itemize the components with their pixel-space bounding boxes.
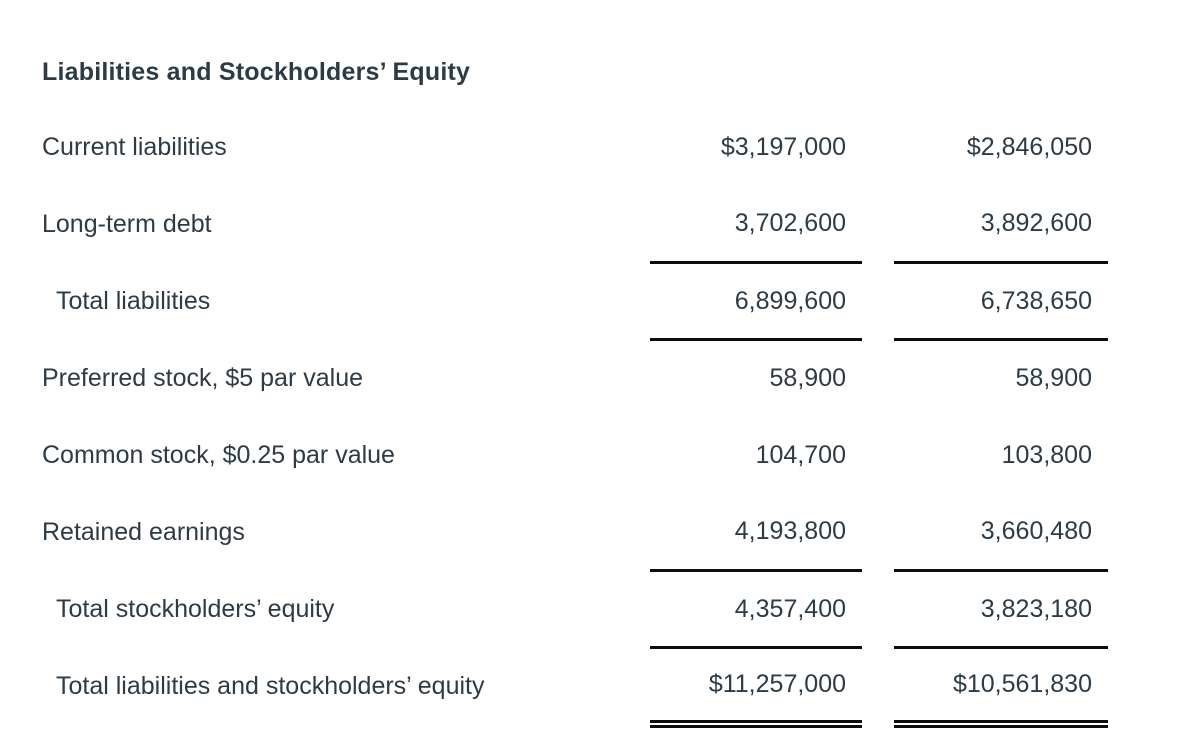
- col2-value: 3,892,600: [894, 185, 1108, 264]
- col1-value: 4,357,400: [650, 570, 862, 649]
- column-gap: [862, 108, 894, 185]
- section-title: Liabilities and Stockholders’ Equity: [42, 58, 471, 86]
- col1-value: 3,702,600: [650, 185, 862, 264]
- col2-value: 3,660,480: [894, 493, 1108, 572]
- table-row: Total stockholders’ equity 4,357,400 3,8…: [42, 570, 1108, 649]
- row-label: Long-term debt: [42, 209, 212, 238]
- table-row: Retained earnings 4,193,800 3,660,480: [42, 493, 1108, 572]
- col1-value: $11,257,000: [650, 647, 862, 728]
- column-gap: [862, 570, 894, 647]
- table-row: Long-term debt 3,702,600 3,892,600: [42, 185, 1108, 264]
- table-row: Total liabilities 6,899,600 6,738,650: [42, 262, 1108, 341]
- balance-table: Current liabilities $3,197,000 $2,846,05…: [42, 108, 1108, 728]
- table-row: Preferred stock, $5 par value 58,900 58,…: [42, 339, 1108, 416]
- column-gap: [862, 647, 894, 724]
- balance-sheet-section: Liabilities and Stockholders’ Equity Cur…: [42, 58, 1108, 728]
- col2-value: $10,561,830: [894, 647, 1108, 728]
- column-gap: [862, 262, 894, 339]
- row-label: Total stockholders’ equity: [56, 594, 335, 623]
- column-gap: [862, 493, 894, 570]
- row-label: Preferred stock, $5 par value: [42, 363, 363, 392]
- table-row: Total liabilities and stockholders’ equi…: [42, 647, 1108, 728]
- row-label: Total liabilities: [56, 286, 211, 315]
- col1-value: $3,197,000: [720, 132, 846, 161]
- row-label: Common stock, $0.25 par value: [42, 440, 395, 469]
- col1-value: 6,899,600: [650, 262, 862, 341]
- col1-value: 58,900: [769, 364, 846, 393]
- column-gap: [862, 185, 894, 262]
- row-label: Total liabilities and stockholders’ equi…: [56, 671, 485, 700]
- col1-value: 4,193,800: [650, 493, 862, 572]
- col2-value: 3,823,180: [894, 570, 1108, 649]
- row-label: Retained earnings: [42, 517, 245, 546]
- col2-value: 103,800: [1001, 440, 1092, 469]
- column-gap: [862, 339, 894, 416]
- col1-value: 104,700: [755, 440, 846, 469]
- table-row: Common stock, $0.25 par value 104,700 10…: [42, 416, 1108, 493]
- row-label: Current liabilities: [42, 132, 227, 161]
- col2-value: 58,900: [1015, 364, 1092, 393]
- column-gap: [862, 416, 894, 493]
- col2-value: 6,738,650: [894, 262, 1108, 341]
- table-row: Current liabilities $3,197,000 $2,846,05…: [42, 108, 1108, 185]
- balance-table-body: Current liabilities $3,197,000 $2,846,05…: [42, 108, 1108, 728]
- col2-value: $2,846,050: [966, 132, 1092, 161]
